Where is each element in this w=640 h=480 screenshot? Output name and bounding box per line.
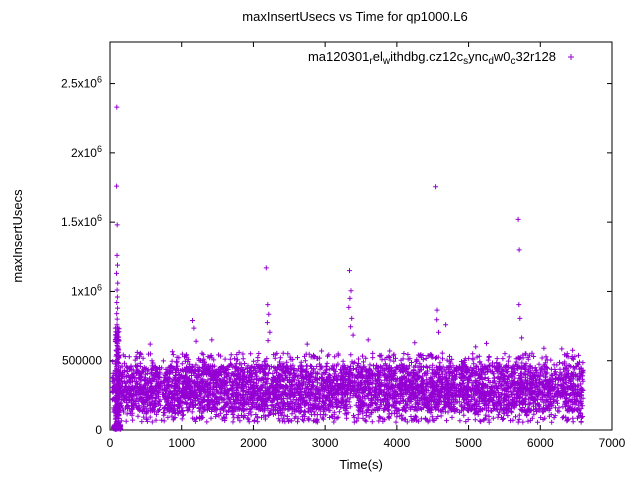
y-tick-label: 2x106 [71,144,102,160]
y-tick-label: 500000 [62,354,102,368]
y-tick-label: 2.5x106 [61,75,102,91]
chart-title: maxInsertUsecs vs Time for qp1000.L6 [242,9,467,24]
y-tick-label: 1x106 [71,282,102,298]
x-tick-label: 3000 [312,436,339,450]
x-tick-label: 6000 [527,436,554,450]
x-tick-label: 1000 [168,436,195,450]
plot-border [109,41,613,431]
x-tick-label: 7000 [599,436,626,450]
x-tick-label: 5000 [455,436,482,450]
x-tick-label: 2000 [240,436,267,450]
y-tick-label: 1.5x106 [61,213,102,229]
y-axis-label: maxInsertUsecs [10,189,25,283]
x-tick-label: 0 [107,436,114,450]
y-tick-label: 0 [95,423,102,437]
x-axis-label: Time(s) [339,457,383,472]
legend-marker [568,54,574,60]
data-points [109,104,586,432]
x-tick-label: 4000 [384,436,411,450]
legend-label: ma120301relwithdbg.cz12csyncdw0c32r128 [308,49,556,67]
